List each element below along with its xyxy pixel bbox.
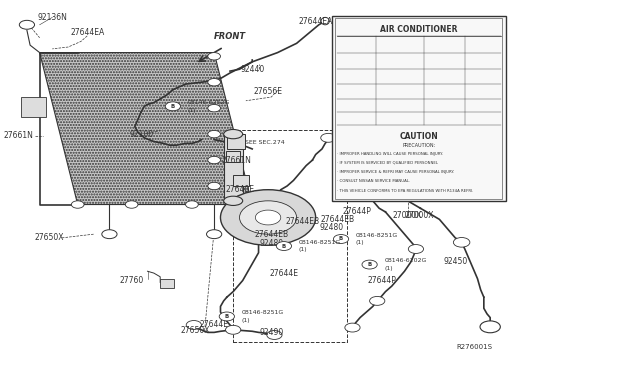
Circle shape xyxy=(208,78,220,86)
Ellipse shape xyxy=(321,17,330,25)
Text: 27644EB: 27644EB xyxy=(321,215,355,224)
Bar xyxy=(335,18,502,199)
Text: AIR CONDITIONER: AIR CONDITIONER xyxy=(380,25,458,34)
Circle shape xyxy=(207,230,221,238)
Circle shape xyxy=(220,312,234,321)
Text: B: B xyxy=(225,314,229,319)
Circle shape xyxy=(71,201,84,208)
Text: 27644E: 27644E xyxy=(269,269,298,278)
Text: 27661N: 27661N xyxy=(221,155,252,164)
Text: 27644EB: 27644EB xyxy=(254,230,288,239)
Text: · CONSULT NISSAN SERVICE MANUAL.: · CONSULT NISSAN SERVICE MANUAL. xyxy=(337,179,410,183)
Bar xyxy=(223,134,243,201)
Circle shape xyxy=(208,105,220,112)
Circle shape xyxy=(408,244,424,253)
Circle shape xyxy=(208,131,220,138)
Text: SEE SEC.274: SEE SEC.274 xyxy=(245,140,285,145)
Text: 92440: 92440 xyxy=(240,65,264,74)
Circle shape xyxy=(208,156,220,164)
Text: B: B xyxy=(339,237,343,241)
Bar xyxy=(233,131,348,341)
Text: PRECAUTION:: PRECAUTION: xyxy=(402,142,435,148)
Circle shape xyxy=(321,134,336,142)
Circle shape xyxy=(267,331,282,339)
Text: 08146-8251G: 08146-8251G xyxy=(298,240,340,245)
Circle shape xyxy=(239,201,296,234)
Text: 27644E: 27644E xyxy=(200,321,228,330)
Text: (1): (1) xyxy=(384,266,393,271)
Text: 92480: 92480 xyxy=(319,223,344,232)
Text: (1): (1) xyxy=(241,318,250,323)
Circle shape xyxy=(340,153,355,161)
Text: 92480: 92480 xyxy=(259,239,284,248)
Text: B: B xyxy=(171,104,175,109)
Text: · IMPROPER SERVICE & REFRI MAY CAUSE PERSONAL INJURY.: · IMPROPER SERVICE & REFRI MAY CAUSE PER… xyxy=(337,170,454,174)
Text: 27650X: 27650X xyxy=(35,233,64,243)
Text: 27644P: 27644P xyxy=(342,208,371,217)
Text: 92100: 92100 xyxy=(129,129,153,139)
Circle shape xyxy=(102,230,117,238)
Circle shape xyxy=(453,237,470,247)
Text: 27760: 27760 xyxy=(120,276,144,285)
Circle shape xyxy=(125,201,138,208)
Text: · IF SYSTEM IS SERVICED BY QUALIFIED PERSONNEL: · IF SYSTEM IS SERVICED BY QUALIFIED PER… xyxy=(337,161,438,165)
Circle shape xyxy=(333,235,349,243)
Text: (1): (1) xyxy=(356,240,364,245)
Bar xyxy=(332,16,506,201)
Text: 92450: 92450 xyxy=(443,257,467,266)
Circle shape xyxy=(220,190,316,245)
Text: 27000X: 27000X xyxy=(393,211,422,220)
Bar xyxy=(233,175,249,186)
Text: 92490: 92490 xyxy=(259,328,284,337)
Circle shape xyxy=(186,321,202,330)
Text: · THIS VEHICLE CONFORMS TO EPA REGULATIONS WITH R134A REFRI.: · THIS VEHICLE CONFORMS TO EPA REGULATIO… xyxy=(337,189,473,193)
Text: 27640E: 27640E xyxy=(225,185,254,194)
Circle shape xyxy=(370,296,385,305)
Circle shape xyxy=(208,182,220,190)
Text: (1): (1) xyxy=(188,108,196,112)
Text: (1): (1) xyxy=(298,247,307,252)
Circle shape xyxy=(276,241,292,250)
Bar xyxy=(225,151,239,162)
Text: 08146-6252G: 08146-6252G xyxy=(188,100,230,105)
Circle shape xyxy=(208,52,220,60)
Circle shape xyxy=(19,20,35,29)
Bar xyxy=(20,97,46,118)
Text: 08146-8251G: 08146-8251G xyxy=(356,233,398,238)
Polygon shape xyxy=(40,52,252,205)
Circle shape xyxy=(362,260,377,269)
Circle shape xyxy=(186,201,198,208)
Text: · IMPROPER HANDLING WILL CAUSE PERSONAL INJURY.: · IMPROPER HANDLING WILL CAUSE PERSONAL … xyxy=(337,151,443,155)
Text: B: B xyxy=(282,244,286,248)
Ellipse shape xyxy=(223,196,243,205)
Circle shape xyxy=(165,102,180,111)
Text: 08146-6202G: 08146-6202G xyxy=(384,259,427,263)
Text: CAUTION: CAUTION xyxy=(399,132,438,141)
Text: 27656E: 27656E xyxy=(253,87,283,96)
Text: 27644EA: 27644EA xyxy=(298,17,333,26)
Bar xyxy=(160,279,174,288)
Text: B: B xyxy=(367,262,372,267)
Circle shape xyxy=(480,321,500,333)
Ellipse shape xyxy=(223,129,243,139)
Text: 27644P: 27644P xyxy=(368,276,397,285)
Text: R276001S: R276001S xyxy=(456,344,492,350)
Text: 08146-8251G: 08146-8251G xyxy=(241,310,284,315)
Circle shape xyxy=(345,323,360,332)
Text: 27661N: 27661N xyxy=(4,131,34,141)
Circle shape xyxy=(225,326,241,334)
Text: 27644EA: 27644EA xyxy=(70,28,104,37)
Text: 92136N: 92136N xyxy=(37,13,67,22)
Bar xyxy=(227,134,244,149)
Text: 27000X: 27000X xyxy=(404,211,433,220)
Text: 27650X: 27650X xyxy=(180,326,210,335)
Text: 27644EB: 27644EB xyxy=(286,217,320,226)
Circle shape xyxy=(255,210,281,225)
Text: FRONT: FRONT xyxy=(214,32,246,41)
